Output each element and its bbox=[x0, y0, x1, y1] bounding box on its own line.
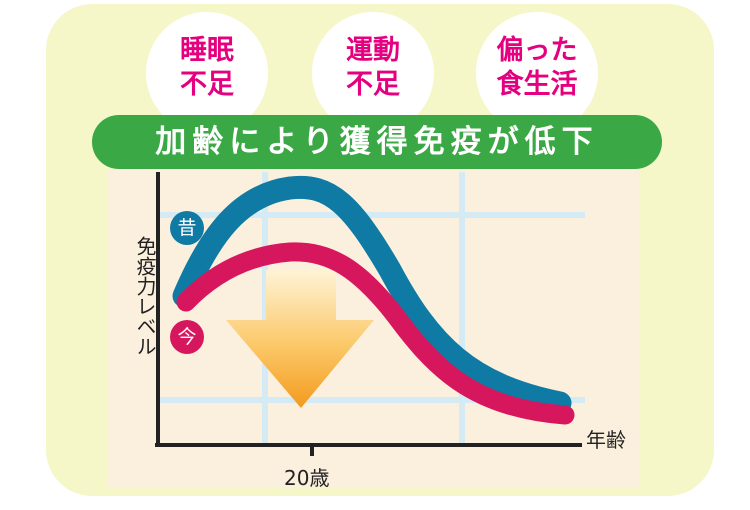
headline-banner: 加齢により獲得免疫が低下 bbox=[92, 115, 662, 169]
factor-line: 偏った bbox=[496, 35, 578, 66]
legend-now: 今 bbox=[170, 320, 204, 354]
factor-line: 運動 bbox=[346, 35, 400, 66]
factor-line: 睡眠 bbox=[180, 35, 234, 66]
x-tick-label: 20歳 bbox=[284, 466, 330, 490]
series-line-now bbox=[176, 242, 575, 425]
y-axis-label: 免疫力レベル bbox=[133, 236, 157, 356]
factor-line: 不足 bbox=[180, 69, 234, 100]
decline-arrow bbox=[226, 270, 374, 408]
factor-line: 食生活 bbox=[496, 69, 578, 100]
x-axis-label: 年齢 bbox=[586, 428, 626, 452]
factor-bubble-sleep: 睡眠 不足 bbox=[146, 12, 268, 134]
legend-past: 昔 bbox=[170, 211, 204, 245]
factor-bubble-exercise: 運動 不足 bbox=[312, 12, 434, 134]
factor-line: 不足 bbox=[346, 69, 400, 100]
series-line-past bbox=[172, 175, 572, 415]
factor-bubble-diet: 偏った 食生活 bbox=[476, 12, 598, 134]
